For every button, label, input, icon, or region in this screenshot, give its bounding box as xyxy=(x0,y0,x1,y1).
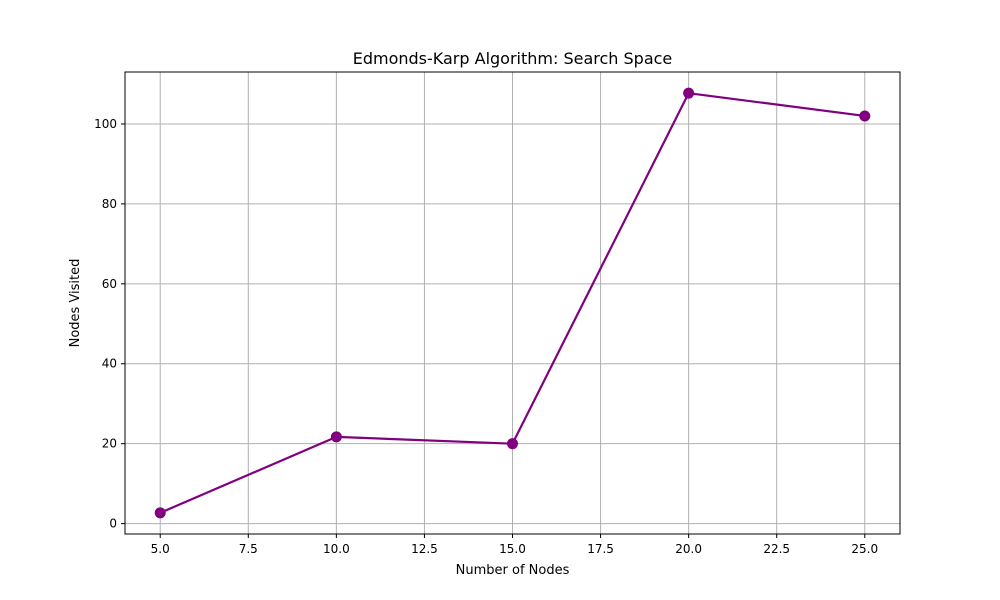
y-axis-ticks: 0 20 40 60 80 100 xyxy=(94,117,125,531)
y-tick-label: 40 xyxy=(102,357,117,371)
x-tick-label: 5.0 xyxy=(151,542,170,556)
x-tick-label: 20.0 xyxy=(675,542,702,556)
data-point-marker xyxy=(507,438,518,450)
x-tick-label: 10.0 xyxy=(323,542,350,556)
x-axis-label: Number of Nodes xyxy=(456,563,570,578)
y-axis-label: Nodes Visited xyxy=(68,259,83,348)
y-tick-label: 80 xyxy=(102,197,117,211)
data-point-marker xyxy=(330,431,342,443)
x-axis-ticks: 5.0 7.5 10.0 12.5 15.0 17.5 20.0 22.5 25.0 xyxy=(151,534,878,556)
x-tick-label: 25.0 xyxy=(851,542,878,556)
x-tick-label: 7.5 xyxy=(239,542,258,556)
x-tick-label: 12.5 xyxy=(411,542,438,556)
x-tick-label: 22.5 xyxy=(763,542,790,556)
x-tick-label: 15.0 xyxy=(499,542,526,556)
y-tick-label: 100 xyxy=(94,117,117,131)
data-point-marker xyxy=(154,507,166,519)
x-tick-label: 17.5 xyxy=(587,542,614,556)
chart-title: Edmonds-Karp Algorithm: Search Space xyxy=(353,49,673,68)
data-point-marker xyxy=(859,110,871,122)
y-tick-label: 0 xyxy=(109,517,117,531)
y-tick-label: 60 xyxy=(102,277,117,291)
data-point-marker xyxy=(683,87,695,99)
y-tick-label: 20 xyxy=(102,437,117,451)
series-layer xyxy=(154,87,871,519)
